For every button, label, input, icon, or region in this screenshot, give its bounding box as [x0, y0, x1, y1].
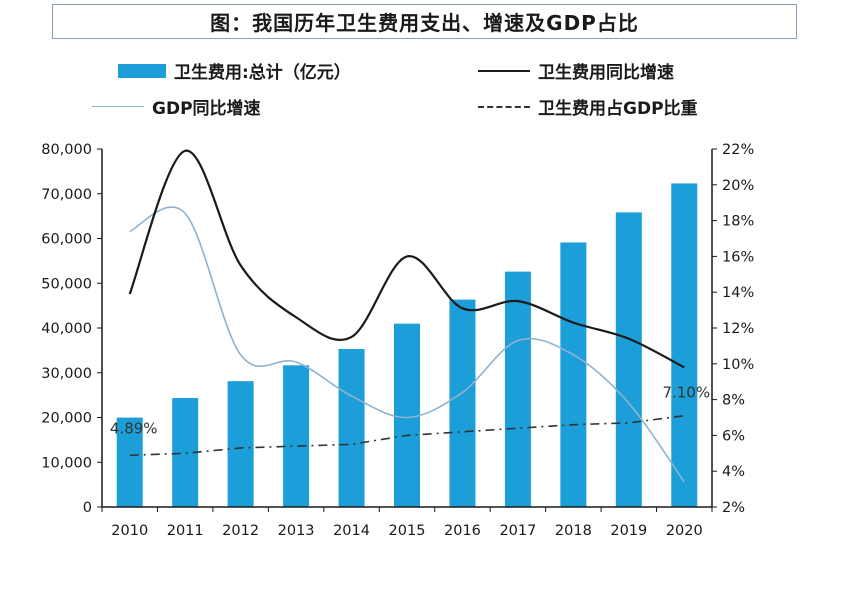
legend-label-bar: 卫生费用:总计（亿元）	[174, 63, 351, 83]
legend-label-gdp-growth: GDP同比增速	[152, 99, 261, 119]
bar-2020	[671, 183, 698, 507]
chart-title: 图：我国历年卫生费用支出、增速及GDP占比	[52, 4, 797, 39]
x-tick-label-2013: 2013	[278, 523, 315, 539]
left-tick-label: 70,000	[41, 187, 92, 203]
x-tick-label-2017: 2017	[499, 523, 536, 539]
right-tick-label: 2%	[722, 500, 745, 516]
legend-swatch-gdp-growth	[92, 106, 144, 107]
legend-swatch-share	[478, 105, 530, 108]
left-tick-label: 10,000	[41, 455, 92, 471]
left-tick-label: 80,000	[41, 142, 92, 158]
legend-item-gdp-growth: GDP同比增速	[92, 94, 261, 119]
share-label-last: 7.10%	[662, 384, 710, 402]
right-tick-label: 10%	[722, 357, 754, 373]
x-tick-label-2016: 2016	[444, 523, 481, 539]
x-tick-label-2012: 2012	[222, 523, 259, 539]
left-tick-label: 60,000	[41, 232, 92, 248]
bar-2014	[338, 348, 365, 507]
bar-2019	[615, 212, 642, 508]
x-tick-label-2011: 2011	[167, 523, 204, 539]
x-tick-label-2020: 2020	[666, 523, 703, 539]
bar-2010	[116, 417, 143, 507]
legend-swatch-growth	[478, 69, 530, 72]
legend-label-growth: 卫生费用同比增速	[538, 63, 674, 83]
legend-item-bar: 卫生费用:总计（亿元）	[118, 58, 351, 83]
right-tick-label: 4%	[722, 464, 745, 480]
right-tick-label: 18%	[722, 214, 754, 230]
bar-2018	[560, 242, 587, 507]
right-tick-label: 12%	[722, 321, 754, 337]
legend-item-share: 卫生费用占GDP比重	[478, 94, 698, 119]
right-tick-label: 20%	[722, 178, 754, 194]
legend-label-share: 卫生费用占GDP比重	[538, 99, 698, 119]
right-tick-label: 6%	[722, 428, 745, 444]
x-tick-label-2014: 2014	[333, 523, 370, 539]
x-tick-label-2010: 2010	[111, 523, 148, 539]
bar-2012	[227, 381, 254, 507]
x-tick-label-2019: 2019	[610, 523, 647, 539]
left-tick-label: 20,000	[41, 411, 92, 427]
left-tick-label: 50,000	[41, 276, 92, 292]
left-tick-label: 30,000	[41, 366, 92, 382]
x-tick-label-2015: 2015	[389, 523, 426, 539]
right-tick-label: 8%	[722, 393, 745, 409]
share-label-first: 4.89%	[110, 419, 158, 437]
legend-swatch-bar	[118, 63, 166, 78]
gdp-growth-line	[129, 206, 685, 483]
bar-2016	[449, 299, 476, 507]
left-tick-label: 40,000	[41, 321, 92, 337]
right-tick-label: 16%	[722, 249, 754, 265]
x-tick-label-2018: 2018	[555, 523, 592, 539]
left-tick-label: 0	[83, 500, 92, 516]
right-tick-label: 22%	[722, 142, 754, 158]
legend-item-growth: 卫生费用同比增速	[478, 58, 674, 83]
right-tick-label: 14%	[722, 285, 754, 301]
bar-2013	[283, 365, 310, 507]
growth-line	[128, 149, 685, 369]
bar-2015	[394, 323, 420, 507]
share-line	[129, 414, 685, 457]
bar-2017	[504, 271, 531, 507]
